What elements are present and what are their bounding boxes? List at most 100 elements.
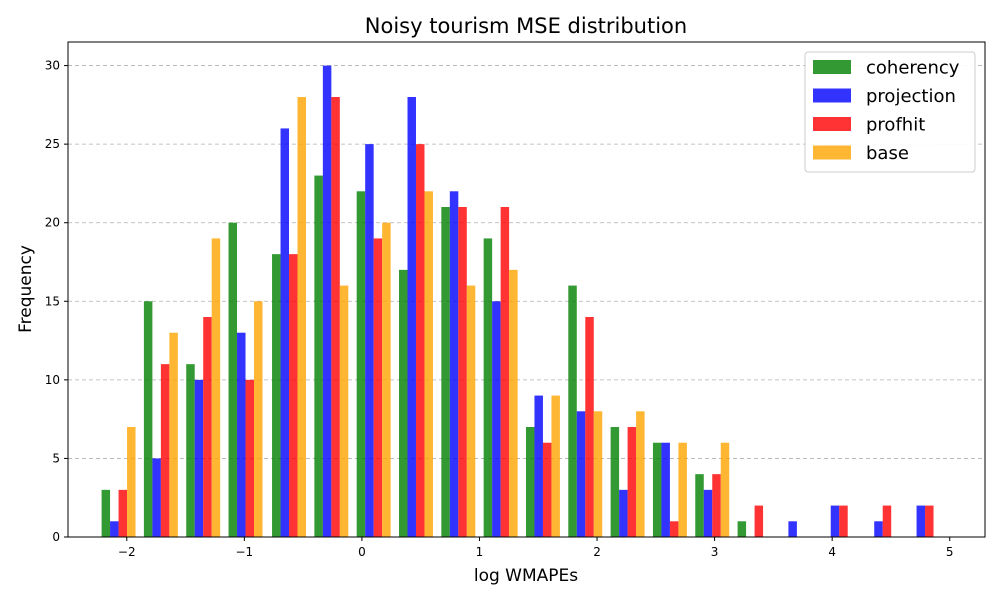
bar-base [678, 442, 687, 537]
bar-profhit [882, 505, 892, 537]
legend-label-projection: projection [866, 86, 956, 107]
legend-swatch-profhit [813, 117, 851, 131]
series-base [127, 97, 730, 538]
legend: coherency projection profhit base [804, 51, 976, 173]
bar-projection [703, 489, 713, 537]
x-axis-ticks: −2 −1 0 1 2 3 4 5 [118, 537, 954, 559]
bar-coherency [737, 521, 747, 537]
bar-profhit [331, 97, 340, 537]
bar-projection [365, 144, 374, 537]
bar-profhit [415, 144, 425, 537]
bar-profhit [245, 379, 255, 537]
x-tick-label: 0 [358, 545, 366, 559]
bar-projection [449, 191, 459, 538]
bar-projection [788, 521, 797, 537]
bar-coherency [186, 364, 195, 537]
bar-base [127, 427, 136, 537]
bars [101, 65, 934, 538]
bar-projection [110, 521, 119, 537]
legend-label-base: base [866, 143, 909, 164]
bar-projection [280, 128, 290, 537]
y-tick-label: 5 [52, 451, 60, 465]
bar-projection [237, 332, 246, 537]
bar-profhit [542, 442, 552, 537]
x-tick-label: −2 [118, 545, 136, 559]
bar-profhit [669, 521, 679, 537]
bar-profhit [754, 505, 764, 537]
bar-coherency [314, 175, 323, 538]
bar-profhit [118, 489, 128, 537]
bar-coherency [143, 301, 153, 537]
bar-coherency [568, 285, 577, 537]
bar-coherency [441, 207, 450, 537]
bar-projection [322, 65, 332, 538]
bar-base [551, 395, 560, 537]
bar-profhit [458, 207, 467, 537]
bar-projection [916, 505, 926, 537]
bar-coherency [356, 191, 366, 538]
bar-projection [830, 505, 840, 537]
bar-base [297, 97, 306, 537]
bar-profhit [712, 474, 721, 537]
bar-projection [492, 301, 501, 537]
bar-coherency [525, 427, 535, 537]
series-profhit [118, 97, 934, 537]
bar-profhit [585, 317, 594, 537]
bar-coherency [483, 238, 493, 537]
bar-profhit [627, 427, 637, 537]
bar-base [382, 222, 391, 537]
bar-projection [661, 442, 670, 537]
legend-box [804, 51, 976, 173]
x-tick-label: 2 [593, 545, 601, 559]
x-tick-label: 5 [946, 545, 954, 559]
bar-coherency [610, 427, 620, 537]
bar-projection [874, 521, 883, 537]
bar-base [720, 442, 730, 537]
bar-coherency [695, 474, 704, 537]
y-tick-label: 0 [52, 530, 60, 544]
bar-base [254, 301, 263, 537]
legend-swatch-projection [813, 88, 851, 103]
bar-profhit [839, 505, 848, 537]
x-axis-title: log WMAPEs [474, 566, 578, 586]
legend-label-profhit: profhit [866, 115, 925, 136]
bar-base [593, 411, 603, 537]
bar-coherency [101, 489, 111, 537]
series-projection [110, 65, 926, 538]
bar-coherency [272, 254, 281, 537]
bar-profhit [160, 364, 170, 537]
y-axis-title: Frequency [16, 245, 36, 333]
y-tick-label: 30 [45, 59, 60, 73]
y-tick-label: 20 [45, 216, 60, 230]
y-tick-label: 25 [45, 137, 60, 151]
bar-profhit [500, 207, 510, 537]
x-tick-label: 4 [828, 545, 836, 559]
series-coherency [101, 175, 747, 538]
bar-projection [152, 458, 161, 537]
y-tick-label: 15 [45, 294, 60, 308]
bar-base [466, 285, 476, 537]
bar-projection [534, 395, 543, 537]
x-tick-label: −1 [235, 545, 253, 559]
x-tick-label: 3 [711, 545, 719, 559]
bar-projection [576, 411, 586, 537]
bar-coherency [228, 222, 238, 537]
bar-base [636, 411, 645, 537]
bar-base [169, 332, 178, 537]
bar-profhit [373, 238, 383, 537]
y-axis-ticks: 0 5 10 15 20 25 30 [45, 59, 68, 544]
y-tick-label: 10 [45, 373, 60, 387]
chart-title: Noisy tourism MSE distribution [365, 14, 687, 38]
bar-base [211, 238, 221, 537]
bar-coherency [399, 269, 408, 537]
bar-coherency [652, 442, 662, 537]
bar-projection [619, 489, 628, 537]
bar-profhit [203, 317, 212, 537]
x-tick-label: 1 [476, 545, 484, 559]
legend-swatch-base [813, 145, 851, 160]
bar-projection [407, 97, 416, 537]
bar-base [339, 285, 349, 537]
bar-projection [194, 379, 204, 537]
legend-swatch-coherency [813, 60, 851, 74]
